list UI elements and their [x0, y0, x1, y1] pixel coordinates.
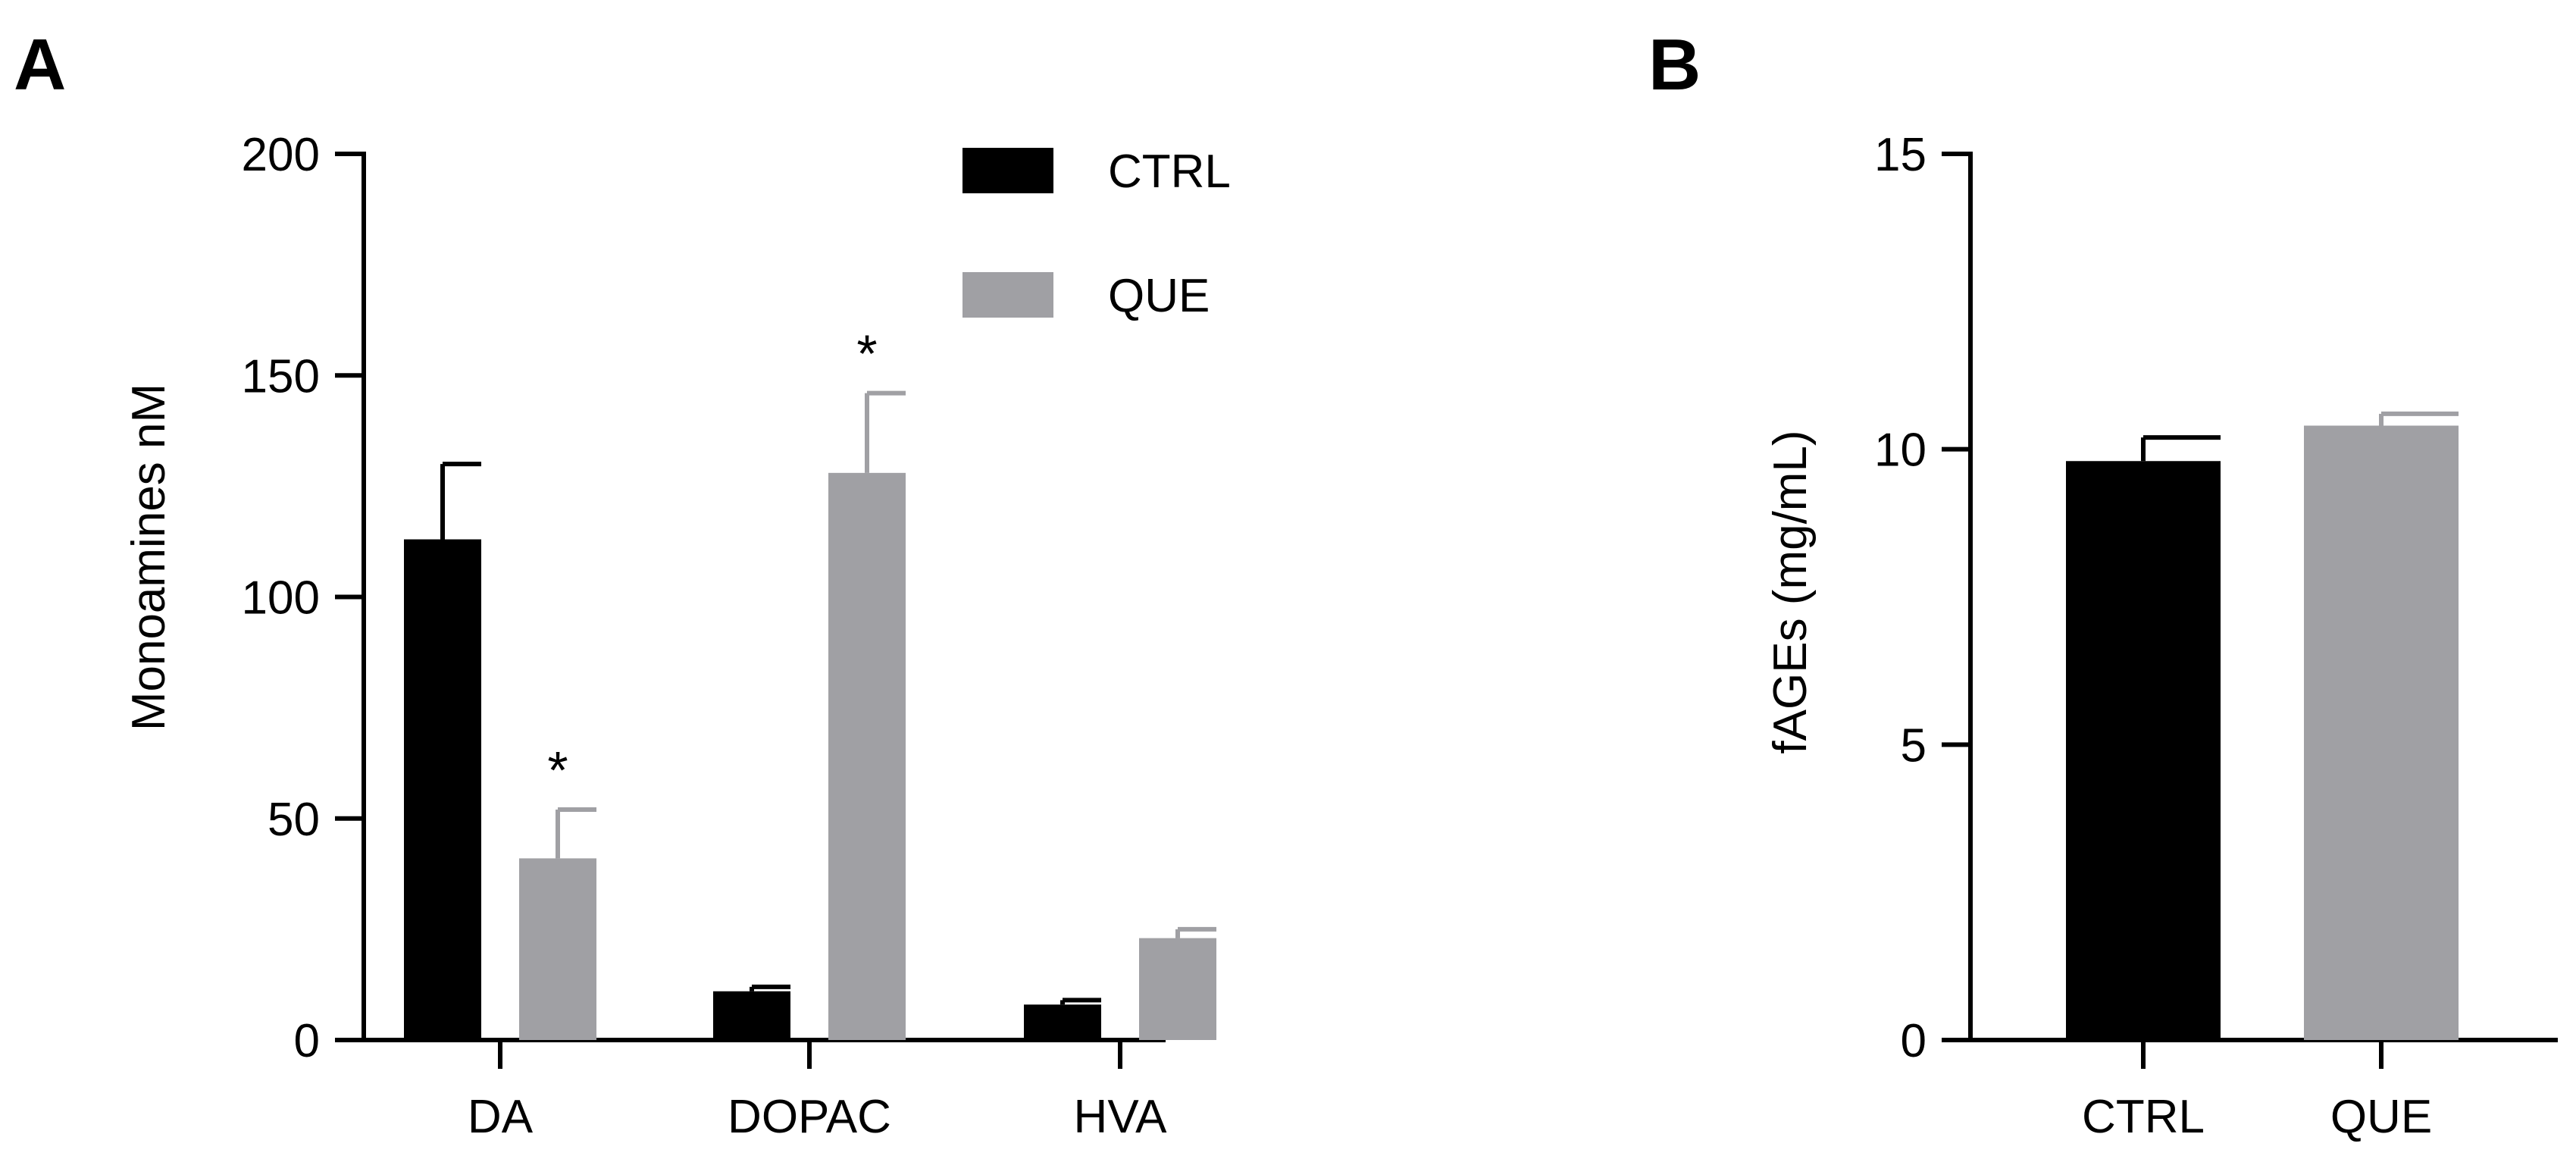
bar: [404, 539, 481, 1040]
panel-b-y-axis-title: fAGEs (mg/mL): [1764, 430, 1817, 753]
legend-label: QUE: [1108, 270, 1210, 322]
y-tick-label: 15: [1874, 129, 1927, 181]
panel-b: B fAGEs (mg/mL) 0 5 10 15 CTRL QUE: [1648, 24, 2558, 1143]
y-tick-label: 50: [268, 794, 320, 846]
x-tick-label: DOPAC: [728, 1091, 891, 1143]
panel-a-y-axis-title: Monoamines nM: [123, 384, 175, 731]
x-tick-label: DA: [468, 1091, 534, 1143]
bar: [519, 858, 596, 1040]
legend-swatch: [962, 272, 1053, 318]
bar: [1024, 1004, 1101, 1040]
y-tick-label: 0: [294, 1015, 320, 1067]
x-tick-label: HVA: [1074, 1091, 1168, 1143]
bar: [1139, 938, 1216, 1040]
panel-a-legend: CTRL QUE: [962, 146, 1231, 322]
bar: [2304, 425, 2459, 1040]
y-tick-label: 200: [242, 129, 320, 181]
y-tick-label: 5: [1901, 719, 1927, 772]
bar: [828, 472, 906, 1040]
bar: [713, 991, 790, 1040]
panel-a-label: A: [14, 24, 66, 105]
significance-marker: *: [856, 324, 877, 384]
y-tick-label: 0: [1901, 1015, 1927, 1067]
significance-marker: *: [547, 741, 568, 800]
bar: [2066, 461, 2221, 1040]
panel-a: A Monoamines nM CTRL QUE 0 50 100 150 200 DA DO…: [14, 24, 1231, 1143]
y-tick-label: 150: [242, 350, 320, 403]
y-tick-label: 10: [1874, 424, 1927, 477]
y-tick-label: 100: [242, 572, 320, 625]
x-tick-label: CTRL: [2082, 1091, 2205, 1143]
legend-swatch: [962, 148, 1053, 193]
legend-label: CTRL: [1108, 146, 1231, 198]
x-tick-label: QUE: [2330, 1091, 2432, 1143]
panel-b-label: B: [1648, 24, 1701, 105]
